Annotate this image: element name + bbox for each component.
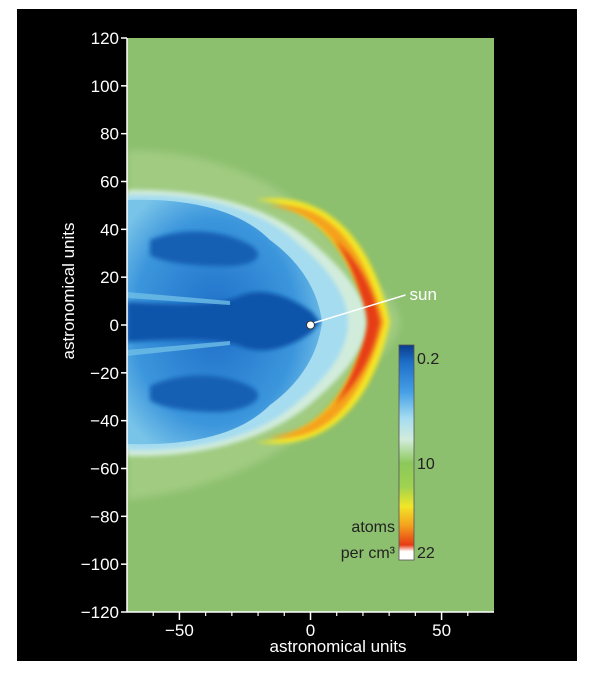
streak-upper	[127, 292, 230, 305]
x-tick-label: 50	[432, 621, 451, 640]
y-tick-label: 60	[100, 173, 119, 192]
y-axis-label: astronomical units	[59, 222, 78, 359]
bow-arc-red	[335, 240, 380, 404]
colorbar-tick-10: 10	[417, 456, 435, 473]
colorbar-tick-0.2: 0.2	[417, 351, 439, 368]
upper-lobe	[150, 231, 259, 267]
y-tick-label: 80	[100, 125, 119, 144]
central-jet	[127, 291, 320, 351]
y-tick-label: −20	[90, 364, 119, 383]
y-tick-label: 20	[100, 268, 119, 287]
sun-label: sun	[410, 285, 437, 304]
y-tick-label: −40	[90, 412, 119, 431]
y-tick-label: −60	[90, 460, 119, 479]
sun-marker	[306, 320, 315, 330]
x-tick-label: −50	[165, 621, 194, 640]
sun-annotation: sun	[306, 285, 437, 330]
sun-leader-line	[313, 294, 406, 324]
x-tick-label: 0	[306, 621, 315, 640]
lower-lobe	[150, 375, 259, 412]
y-tick-label: −100	[81, 555, 119, 574]
x-axis-label: astronomical units	[269, 637, 406, 656]
y-tick-label: 100	[91, 77, 119, 96]
y-tick-label: 0	[110, 316, 119, 335]
y-tick-label: −80	[90, 507, 119, 526]
streak-lower	[127, 341, 230, 356]
colorbar-label-line1: atoms	[351, 519, 395, 536]
y-tick-label: −120	[81, 603, 119, 622]
colorbar-tick-22: 22	[417, 545, 435, 562]
y-tick-label: 40	[100, 220, 119, 239]
colorbar-label-line2: per cm³	[341, 545, 396, 562]
colorbar: 0.2 10 22 atoms per cm³	[341, 344, 439, 562]
colorbar-gradient	[398, 344, 415, 561]
y-tick-label: 120	[91, 29, 119, 48]
